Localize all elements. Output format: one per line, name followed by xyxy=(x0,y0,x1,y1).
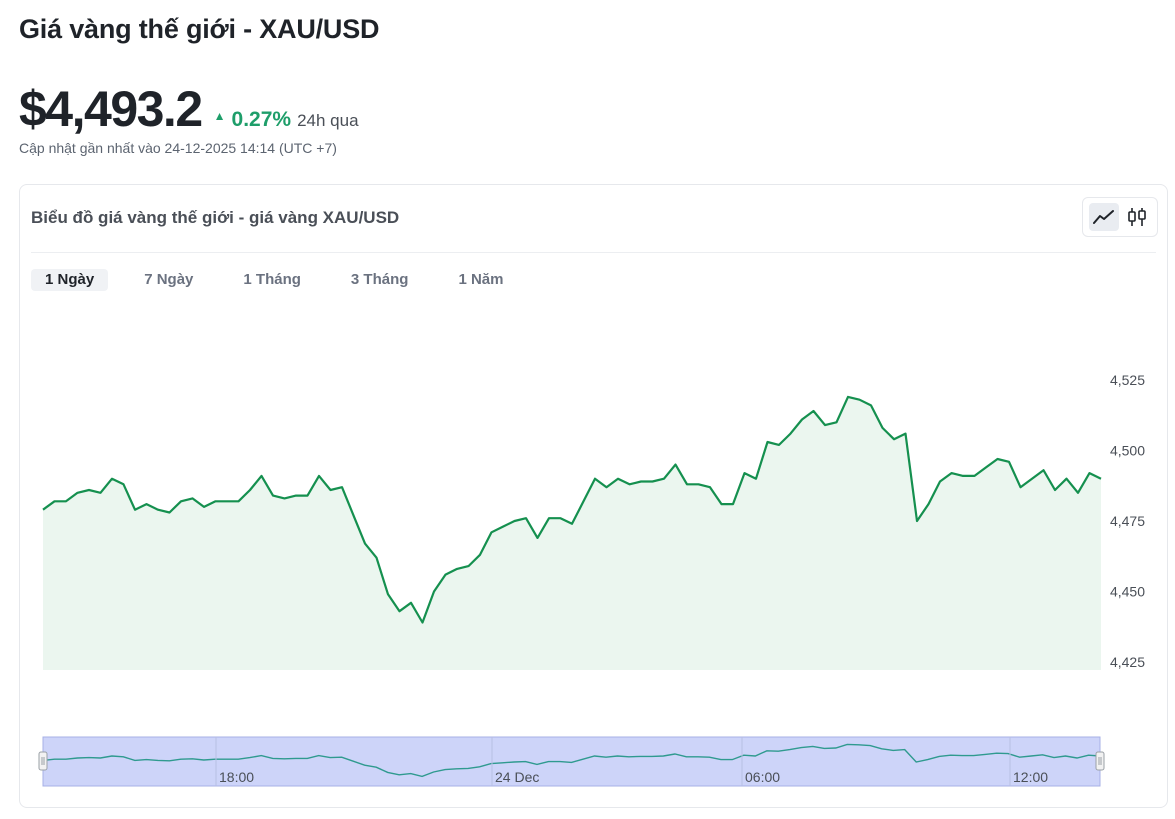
price-change-period: 24h qua xyxy=(297,111,359,130)
navigator-time-label: 24 Dec xyxy=(495,769,539,785)
y-tick-label: 4,500 xyxy=(1110,443,1145,459)
range-navigator: 18:00 24 Dec 06:00 12:00 xyxy=(38,736,1105,787)
tab-1-year[interactable]: 1 Năm xyxy=(458,271,504,288)
tab-1-month[interactable]: 1 Tháng xyxy=(243,271,301,288)
navigator-time-label: 18:00 xyxy=(219,769,254,785)
y-tick-label: 4,525 xyxy=(1110,372,1145,388)
current-price: $4,493.2 xyxy=(19,81,203,137)
tab-1-day[interactable]: 1 Ngày xyxy=(31,269,109,291)
price-change-percent: 0.27% xyxy=(231,108,292,131)
main-plot xyxy=(42,395,1102,670)
navigator-selection[interactable] xyxy=(42,736,1101,787)
chart-type-toggle xyxy=(1082,197,1158,237)
tab-7-days[interactable]: 7 Ngày xyxy=(144,271,194,288)
candlestick-icon xyxy=(1127,208,1146,226)
page-title: Giá vàng thế giới - XAU/USD xyxy=(19,14,380,44)
y-tick-label: 4,475 xyxy=(1110,513,1145,529)
price-area-fill xyxy=(43,396,1101,670)
y-tick-label: 4,450 xyxy=(1110,584,1145,600)
navigator-time-label: 12:00 xyxy=(1013,769,1048,785)
tab-3-months[interactable]: 3 Tháng xyxy=(350,271,409,288)
card-divider xyxy=(31,252,1156,253)
price-line xyxy=(42,395,1102,624)
candlestick-chart-button[interactable] xyxy=(1122,203,1152,231)
time-range-tabs: 1 Ngày 7 Ngày 1 Tháng 3 Tháng 1 Năm xyxy=(31,269,539,291)
y-tick-label: 4,425 xyxy=(1110,654,1145,670)
last-updated-text: Cập nhật gần nhất vào 24-12-2025 14:14 (… xyxy=(19,140,337,156)
navigator-line xyxy=(42,743,1101,778)
y-axis: 4,525 4,500 4,475 4,450 4,425 xyxy=(1110,372,1145,670)
caret-up-icon: ▲ xyxy=(213,109,226,123)
price-summary: $4,493.2 ▲ 0.27% 24h qua xyxy=(19,80,359,138)
line-chart-icon xyxy=(1092,210,1114,224)
chart-card-title: Biểu đồ giá vàng thế giới - giá vàng XAU… xyxy=(31,208,400,227)
navigator-time-label: 06:00 xyxy=(745,769,780,785)
navigator-left-handle[interactable] xyxy=(38,751,48,771)
navigator-right-handle[interactable] xyxy=(1095,751,1105,771)
line-chart-button[interactable] xyxy=(1088,203,1119,231)
